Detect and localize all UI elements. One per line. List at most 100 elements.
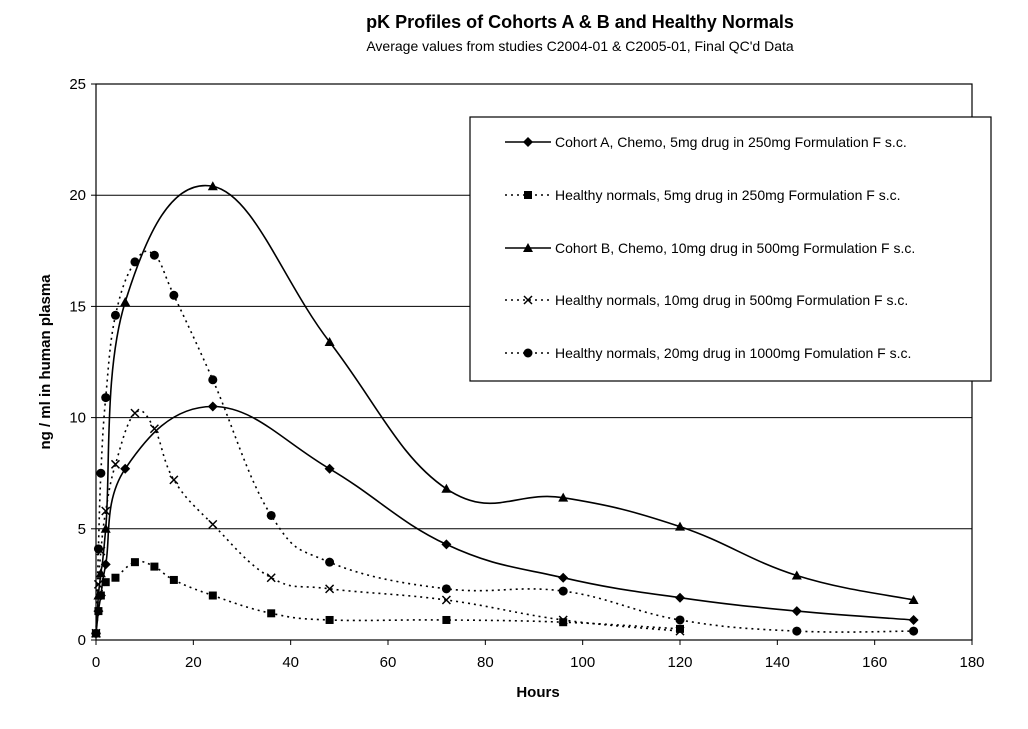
- series-4-line: [95, 409, 681, 634]
- data-point: [266, 573, 276, 583]
- chart-title: pK Profiles of Cohorts A & B and Healthy…: [366, 12, 794, 32]
- data-point: [676, 624, 684, 633]
- x-axis-title: Hours: [516, 684, 559, 701]
- data-point: [908, 614, 919, 625]
- x-tick-label: 160: [862, 654, 887, 671]
- data-point: [441, 595, 451, 605]
- data-point: [110, 459, 120, 469]
- data-point: [130, 558, 139, 567]
- series-1: [91, 401, 919, 639]
- series-5-line: [95, 250, 914, 634]
- data-point: [675, 626, 685, 636]
- data-point: [792, 626, 802, 636]
- data-point: [93, 544, 103, 554]
- data-point: [207, 401, 218, 412]
- data-point: [130, 408, 140, 418]
- data-point: [325, 557, 335, 567]
- series-2: [92, 558, 684, 638]
- data-point: [101, 506, 111, 516]
- x-tick-label: 80: [477, 654, 494, 671]
- series-2-line: [95, 560, 681, 634]
- data-point: [120, 296, 131, 306]
- data-point: [675, 592, 685, 603]
- data-point: [558, 586, 568, 596]
- data-point: [149, 424, 159, 434]
- data-point: [130, 257, 140, 267]
- series-1-line: [95, 405, 914, 634]
- y-axis-title: ng / ml in human plasma: [37, 274, 54, 450]
- x-tick-label: 180: [959, 654, 984, 671]
- data-point: [675, 615, 685, 625]
- data-point: [558, 492, 569, 502]
- data-point: [208, 375, 218, 385]
- data-point: [441, 483, 452, 493]
- data-point: [267, 609, 276, 618]
- data-point: [266, 510, 276, 520]
- data-point: [91, 628, 101, 638]
- legend-box: [469, 116, 992, 382]
- legend-marker: [523, 243, 533, 252]
- data-point: [208, 519, 218, 529]
- data-point: [101, 393, 111, 403]
- data-point: [169, 575, 178, 584]
- axes: 0 5 10 15 20 25 0 20 40 60 80 100 120 140 160 180: [69, 76, 984, 671]
- legend-marker: [523, 137, 533, 147]
- legend-label: Cohort A, Chemo, 5mg drug in 250mg Formu…: [555, 134, 907, 150]
- data-point: [441, 539, 452, 550]
- legend-entry-1: Cohort A, Chemo, 5mg drug in 250mg Formu…: [505, 134, 907, 150]
- x-tick-label: 20: [185, 654, 202, 671]
- data-point: [908, 594, 919, 604]
- legend-label: Healthy normals, 10mg drug in 500mg Form…: [555, 292, 908, 308]
- data-point: [95, 568, 106, 578]
- data-point: [324, 463, 335, 474]
- series-layer: [91, 181, 919, 639]
- x-tick-label: 140: [765, 654, 790, 671]
- y-tick-label: 20: [69, 187, 86, 204]
- y-tick-label: 5: [78, 521, 86, 538]
- x-tick-label: 40: [282, 654, 299, 671]
- legend: Cohort A, Chemo, 5mg drug in 250mg Formu…: [469, 116, 992, 382]
- data-point: [169, 290, 179, 300]
- series-3-line: [95, 184, 914, 634]
- x-tick-label: 60: [380, 654, 397, 671]
- legend-label: Cohort B, Chemo, 10mg drug in 500mg Form…: [555, 240, 915, 256]
- data-point: [909, 626, 919, 636]
- y-tick-label: 25: [69, 76, 86, 93]
- legend-marker: [523, 348, 533, 358]
- data-point: [94, 607, 103, 616]
- legend-marker: [523, 295, 533, 305]
- data-point: [324, 336, 335, 346]
- data-point: [325, 615, 334, 624]
- data-point: [208, 591, 217, 600]
- data-point: [558, 615, 568, 625]
- data-point: [791, 570, 802, 580]
- legend-entry-2: Healthy normals, 5mg drug in 250mg Formu…: [505, 187, 900, 203]
- data-point: [207, 181, 218, 191]
- x-tick-label: 0: [92, 654, 100, 671]
- data-point: [93, 590, 104, 600]
- data-point: [169, 475, 179, 485]
- data-point: [791, 606, 802, 617]
- series-4: [91, 408, 685, 638]
- legend-entry-5: Healthy normals, 20mg drug in 1000mg Fom…: [505, 345, 911, 361]
- chart-subtitle: Average values from studies C2004-01 & C…: [366, 38, 794, 54]
- data-point: [149, 250, 159, 260]
- y-tick-label: 0: [78, 632, 86, 649]
- data-point: [110, 310, 120, 320]
- data-point: [558, 572, 569, 583]
- legend-marker: [524, 191, 532, 199]
- y-tick-label: 15: [69, 298, 86, 315]
- legend-label: Healthy normals, 20mg drug in 1000mg Fom…: [555, 345, 911, 361]
- data-point: [442, 615, 451, 624]
- y-tick-label: 10: [69, 410, 86, 427]
- data-point: [120, 463, 131, 474]
- data-point: [325, 584, 335, 594]
- series-5: [91, 250, 919, 638]
- legend-entry-4: Healthy normals, 10mg drug in 500mg Form…: [505, 292, 908, 308]
- data-point: [96, 468, 106, 478]
- data-point: [111, 573, 120, 582]
- data-point: [150, 562, 159, 571]
- data-point: [559, 618, 568, 627]
- data-point: [101, 578, 110, 587]
